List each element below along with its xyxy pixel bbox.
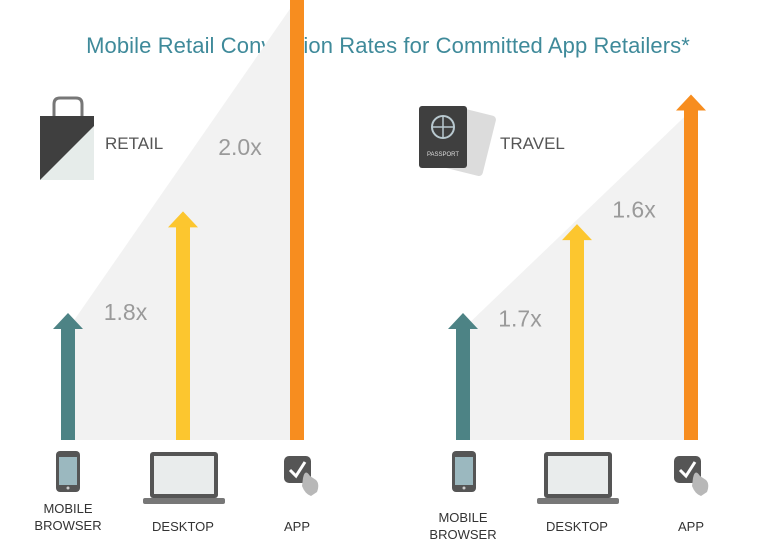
bar-mobile <box>61 328 75 440</box>
chart-title: Mobile Retail Conversion Rates for Commi… <box>86 33 690 58</box>
category-label-desktop: DESKTOP <box>546 519 608 534</box>
category-label-app: APP <box>284 519 310 534</box>
tap-icon <box>674 456 709 496</box>
ratio-label: 1.8x <box>104 299 148 325</box>
smartphone-icon <box>452 451 476 492</box>
tap-icon <box>284 456 319 496</box>
travel-panel: PASSPORT TRAVEL 1.7x1.6x MOBILE BROWSER … <box>419 94 709 542</box>
category-label-mobile-line2: BROWSER <box>34 518 101 533</box>
shopping-bag-icon <box>40 96 94 180</box>
panel-label: TRAVEL <box>500 134 565 153</box>
category-label-app: APP <box>678 519 704 534</box>
bar-mobile <box>456 328 470 440</box>
bar-desktop <box>176 226 190 440</box>
bar-desktop <box>570 239 584 440</box>
category-label-mobile-line2: BROWSER <box>429 527 496 542</box>
smartphone-icon <box>56 451 80 492</box>
laptop-icon <box>537 452 619 504</box>
bar-app <box>684 109 698 440</box>
bar-desktop-arrowhead <box>562 224 592 241</box>
ratio-label: 2.0x <box>218 134 262 160</box>
category-label-desktop: DESKTOP <box>152 519 214 534</box>
bar-desktop-arrowhead <box>168 211 198 228</box>
retail-panel: RETAIL 1.8x 2.0x MOBILE BROWSER DESKTOP A… <box>34 0 319 534</box>
bar-app-arrowhead <box>676 94 706 111</box>
bar-app <box>290 0 304 441</box>
bar-mobile-arrowhead <box>448 313 478 329</box>
category-label-mobile-line1: MOBILE <box>43 501 92 516</box>
bar-mobile-arrowhead <box>53 313 83 329</box>
ratio-label: 1.6x <box>612 196 656 222</box>
laptop-icon <box>143 452 225 504</box>
panel-label: RETAIL <box>105 134 163 153</box>
ratio-label: 1.7x <box>498 306 542 332</box>
passport-icon: PASSPORT <box>419 105 496 177</box>
passport-text: PASSPORT <box>427 152 459 158</box>
category-label-mobile-line1: MOBILE <box>438 510 487 525</box>
